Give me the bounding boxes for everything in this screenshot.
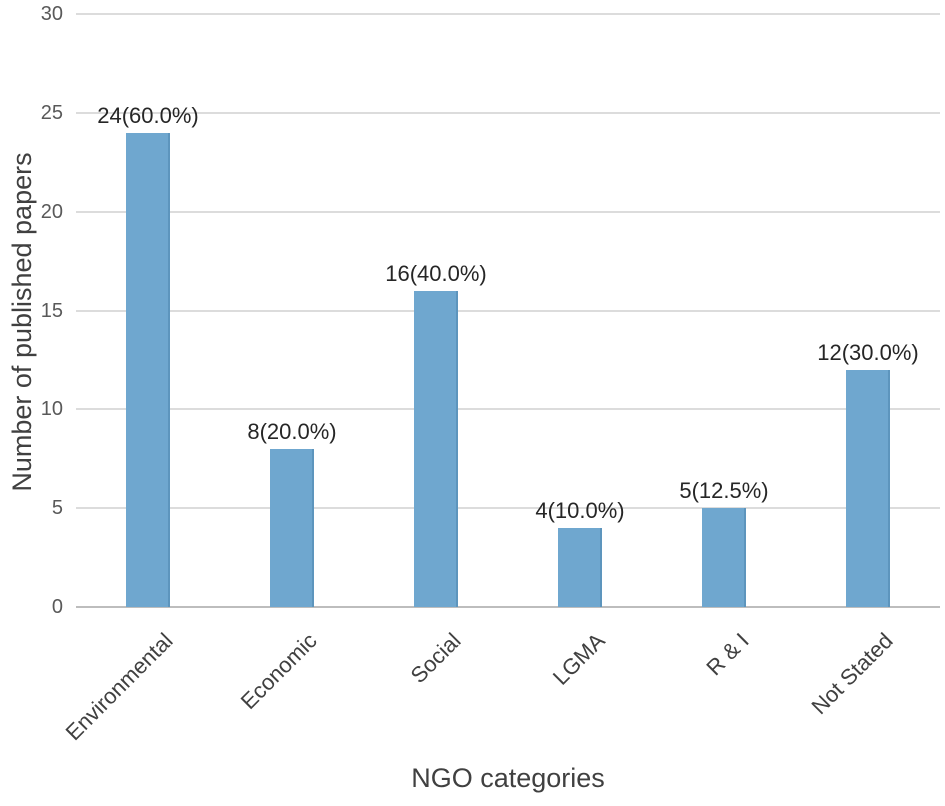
- value-label: 4(10.0%): [535, 497, 625, 523]
- value-label: 8(20.0%): [247, 418, 337, 444]
- y-tick-label: 20: [40, 200, 63, 223]
- y-tick-label: 25: [40, 101, 63, 124]
- y-tick-label: 0: [51, 596, 63, 618]
- bar: [846, 369, 890, 607]
- value-label: 16(40.0%): [385, 260, 487, 286]
- y-tick-label: 10: [40, 398, 63, 421]
- y-axis-title: Number of published papers: [7, 152, 37, 492]
- gridline: [76, 210, 940, 213]
- x-axis-title: NGO categories: [411, 763, 605, 793]
- bar: [558, 527, 602, 607]
- bar: [126, 132, 170, 607]
- value-label: 12(30.0%): [817, 339, 919, 365]
- y-tick-label: 30: [40, 3, 63, 25]
- bar: [414, 290, 458, 607]
- x-axis-line: [76, 606, 940, 608]
- gridline: [76, 309, 940, 312]
- bar: [270, 448, 314, 607]
- gridline: [76, 13, 940, 15]
- value-label: 24(60.0%): [97, 102, 199, 128]
- y-tick-label: 5: [51, 497, 63, 520]
- value-label: 5(12.5%): [679, 478, 769, 504]
- y-tick-label: 15: [40, 299, 63, 322]
- gridline: [76, 408, 940, 411]
- gridline: [76, 507, 940, 510]
- bar: [702, 508, 746, 607]
- gridline: [76, 111, 940, 114]
